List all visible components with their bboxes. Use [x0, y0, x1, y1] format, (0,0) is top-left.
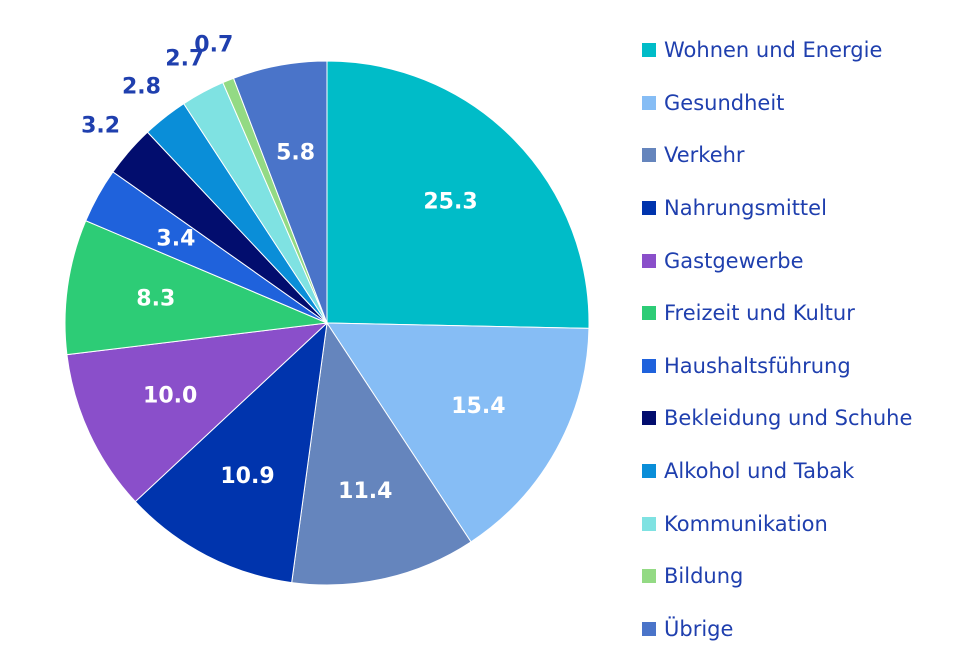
legend-label: Bekleidung und Schuhe [664, 406, 913, 431]
slice-freizeit-und-kultur [64, 220, 329, 356]
legend-item-alkohol-und-tabak: Alkohol und Tabak [642, 445, 912, 498]
data-label-verkehr: 11.4 [338, 479, 392, 504]
data-label-haushaltsfuehrung: 3.4 [156, 226, 195, 251]
slice-labels: 25.3 15.4 11.4 10.9 10.0 8.3 3.4 3.22.82.70.7 5.… [81, 33, 505, 504]
legend-item-gastgewerbe: Gastgewerbe [642, 234, 912, 287]
legend-label: Gesundheit [664, 90, 785, 115]
legend-label: Bildung [664, 564, 744, 589]
data-label-nahrungsmittel: 10.9 [220, 464, 274, 489]
pie-slices [64, 60, 590, 586]
legend-swatch [642, 43, 656, 58]
legend-swatch [642, 148, 656, 163]
legend-swatch [642, 358, 656, 373]
data-label-bekleidung-und-schuhe: 3.2 [81, 114, 120, 139]
legend-label: Freizeit und Kultur [664, 301, 855, 326]
slice-verkehr [291, 321, 472, 586]
legend-swatch [642, 201, 656, 216]
slice-nahrungsmittel [134, 321, 328, 584]
legend-label: Kommunikation [664, 511, 828, 536]
legend-item-bildung: Bildung [642, 550, 912, 603]
legend-label: Gastgewerbe [664, 248, 804, 273]
legend-swatch [642, 621, 656, 636]
legend-label: Wohnen und Energie [664, 38, 883, 63]
legend-item-bekleidung-und-schuhe: Bekleidung und Schuhe [642, 392, 912, 445]
legend-item-wohnen-und-energie: Wohnen und Energie [642, 24, 912, 77]
legend-item-verkehr: Verkehr [642, 129, 912, 182]
legend-swatch [642, 253, 656, 268]
data-label-freizeit-und-kultur: 8.3 [136, 286, 175, 311]
legend-label: Verkehr [664, 143, 745, 168]
data-label-kommunikation: 2.7 [165, 46, 204, 71]
legend-label: Haushaltsführung [664, 353, 851, 378]
slice-wohnen-und-energie [326, 60, 590, 329]
legend-item-uebrige: Übrige [642, 603, 912, 655]
legend-item-kommunikation: Kommunikation [642, 497, 912, 550]
legend: Wohnen und Energie Gesundheit Verkehr Nahru… [642, 24, 912, 655]
slice-gesundheit [326, 322, 590, 543]
data-label-gastgewerbe: 10.0 [143, 384, 197, 409]
legend-item-gesundheit: Gesundheit [642, 77, 912, 130]
legend-swatch [642, 464, 656, 479]
legend-label: Nahrungsmittel [664, 196, 827, 221]
legend-swatch [642, 411, 656, 426]
data-label-alkohol-und-tabak: 2.8 [122, 75, 161, 100]
legend-swatch [642, 569, 656, 584]
legend-label: Alkohol und Tabak [664, 459, 855, 484]
legend-item-nahrungsmittel: Nahrungsmittel [642, 182, 912, 235]
legend-swatch [642, 306, 656, 321]
data-label-uebrige: 5.8 [276, 140, 315, 165]
legend-swatch [642, 95, 656, 110]
slice-uebrige [232, 60, 328, 324]
legend-item-freizeit-und-kultur: Freizeit und Kultur [642, 287, 912, 340]
legend-label: Übrige [664, 616, 734, 641]
data-label-gesundheit: 15.4 [451, 394, 505, 419]
data-label-bildung: 0.7 [194, 33, 233, 58]
legend-swatch [642, 516, 656, 531]
legend-item-haushaltsfuehrung: Haushaltsführung [642, 340, 912, 393]
data-label-wohnen-und-energie: 25.3 [423, 190, 477, 215]
slice-gastgewerbe [66, 322, 329, 503]
